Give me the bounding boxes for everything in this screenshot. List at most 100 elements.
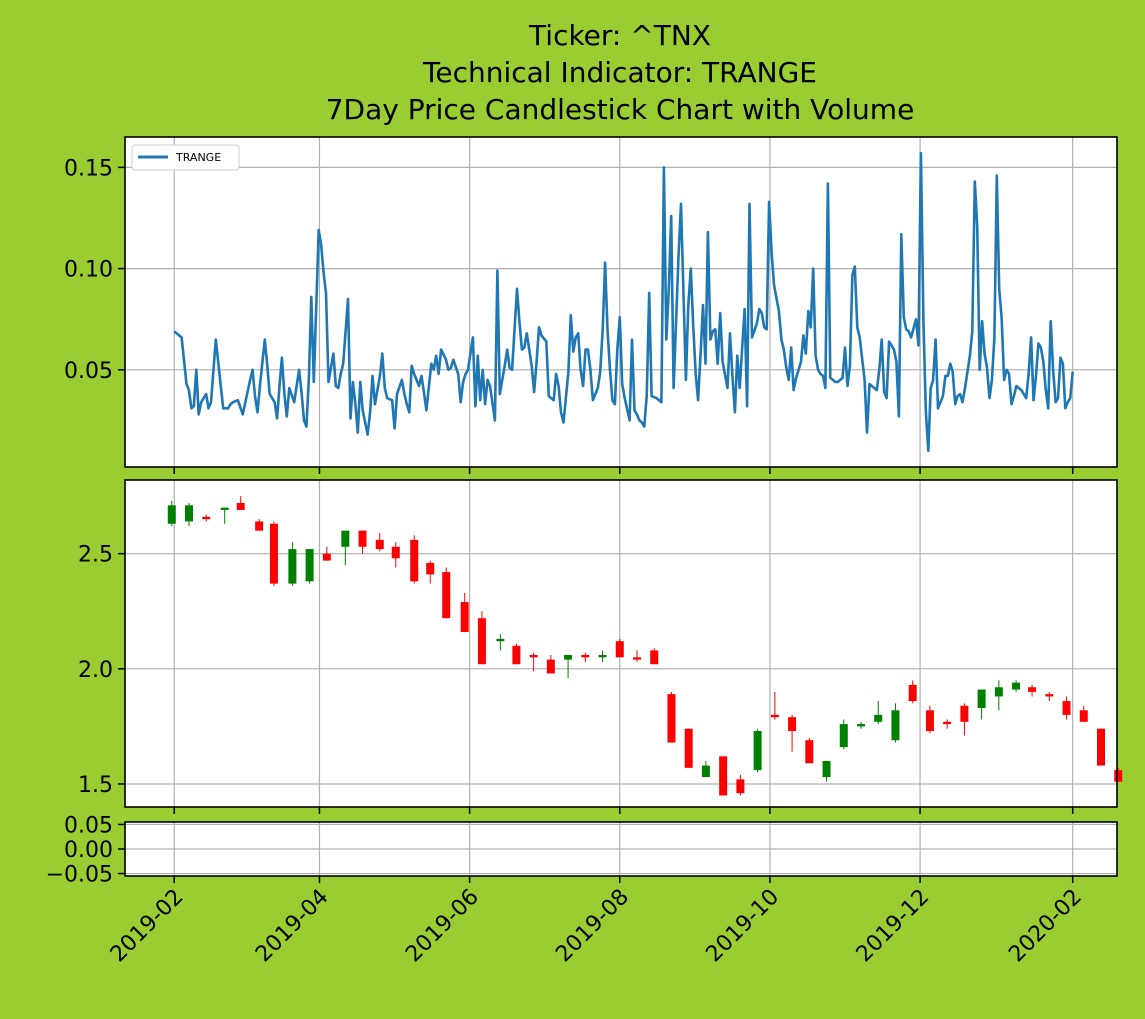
candle-up [220,507,229,524]
candle-up [1012,680,1021,692]
candle-body [857,724,865,727]
candle-body [288,549,297,584]
candle-body [667,694,676,743]
y-tick-label: 0.05 [64,359,113,384]
candle-down [477,611,486,665]
candle-body [564,655,573,660]
candle-body [305,549,314,582]
candle-body [1028,687,1037,692]
candle-body [753,731,762,771]
candle-body [684,728,693,768]
candle-body [839,724,848,748]
trange-series-line [173,151,1074,453]
candle-body [391,546,400,559]
candle-down [546,655,555,674]
x-tick-label: 2019-12 [852,885,935,968]
x-tick-label: 2019-10 [701,885,784,968]
candle-down [650,648,659,665]
candle-body [269,523,278,584]
candle-body [1062,701,1071,715]
candle-down [255,519,264,531]
price-panel: 1.5 2.0 2.5 [78,479,1123,814]
candle-up [185,503,193,527]
candle-body [581,655,590,658]
legend-label: TRANGE [175,151,221,164]
candle-body [1114,770,1123,782]
candle-down [375,532,384,552]
candle-down [1114,767,1123,782]
candle-up [753,728,762,773]
candle-up [874,701,883,725]
x-tick-label: 2019-04 [251,885,334,968]
candle-down [908,680,917,704]
candle-down [322,546,331,561]
candle-body [341,530,350,547]
candle-up [857,721,865,729]
candle-body [960,705,969,722]
candle-down [770,691,779,720]
candle-down [391,542,400,568]
chart-title: Ticker: ^TNX Technical Indicator: TRANGE… [326,19,915,126]
title-line-description: 7Day Price Candlestick Chart with Volume [326,93,915,126]
candle-body [1045,694,1054,697]
candle-body [1097,728,1105,766]
candle-body [477,618,486,665]
candle-down [667,691,676,743]
candle-body [805,740,814,764]
x-tick-label: 2020-02 [1004,885,1087,968]
candle-body [322,553,331,561]
candle-body [512,645,521,665]
candle-body [719,756,728,796]
candle-down [358,530,367,554]
y-tick-label: 2.5 [78,543,113,568]
candle-up [288,542,297,586]
candle-up [994,680,1003,711]
candle-down [1062,696,1071,720]
y-tick-label: 0.15 [64,156,113,181]
candle-down [684,728,693,768]
legend: TRANGE [131,144,240,171]
candle-body [202,516,211,520]
candle-body [633,657,641,660]
candle-down [426,560,435,584]
candle-up [564,655,573,679]
candle-up [305,549,314,584]
x-tick-label: 2019-06 [401,885,484,968]
candle-body [598,655,607,658]
candle-down [442,567,451,619]
legend-box [131,144,240,171]
candle-down [960,703,969,736]
candle-down [269,521,278,586]
candle-down [805,737,814,764]
candle-up [598,650,607,662]
candle-down [788,714,797,752]
candle-up [822,760,831,782]
volume-panel: −0.050.000.05 [46,813,1118,888]
indicator-panel: 0.05 0.10 0.15 [64,136,1118,474]
candle-body [977,689,986,708]
candle-body [925,710,934,732]
y-tick-label: 0.00 [64,838,113,863]
candle-body [460,602,469,632]
candle-down [1097,728,1105,766]
candle-down [1045,691,1054,702]
candle-body [358,530,367,547]
candle-down [581,652,590,662]
plot-area-background [125,137,1117,467]
candle-down [719,756,728,796]
candle-up [891,703,900,743]
x-axis: 2019-02 2019-04 2019-06 2019-08 2019-10 2019-… [106,885,1087,968]
candle-down [615,638,624,658]
candle-down [1028,684,1037,697]
candle-body [891,710,900,741]
candle-body [546,659,555,674]
candle-up [977,689,986,720]
candle-body [185,505,193,522]
candle-body [736,779,745,794]
candle-down [925,705,934,734]
candle-body [236,503,245,510]
candle-body [788,717,797,732]
candle-down [236,496,245,510]
title-line-indicator: Technical Indicator: TRANGE [422,56,817,89]
candle-body [410,539,419,582]
